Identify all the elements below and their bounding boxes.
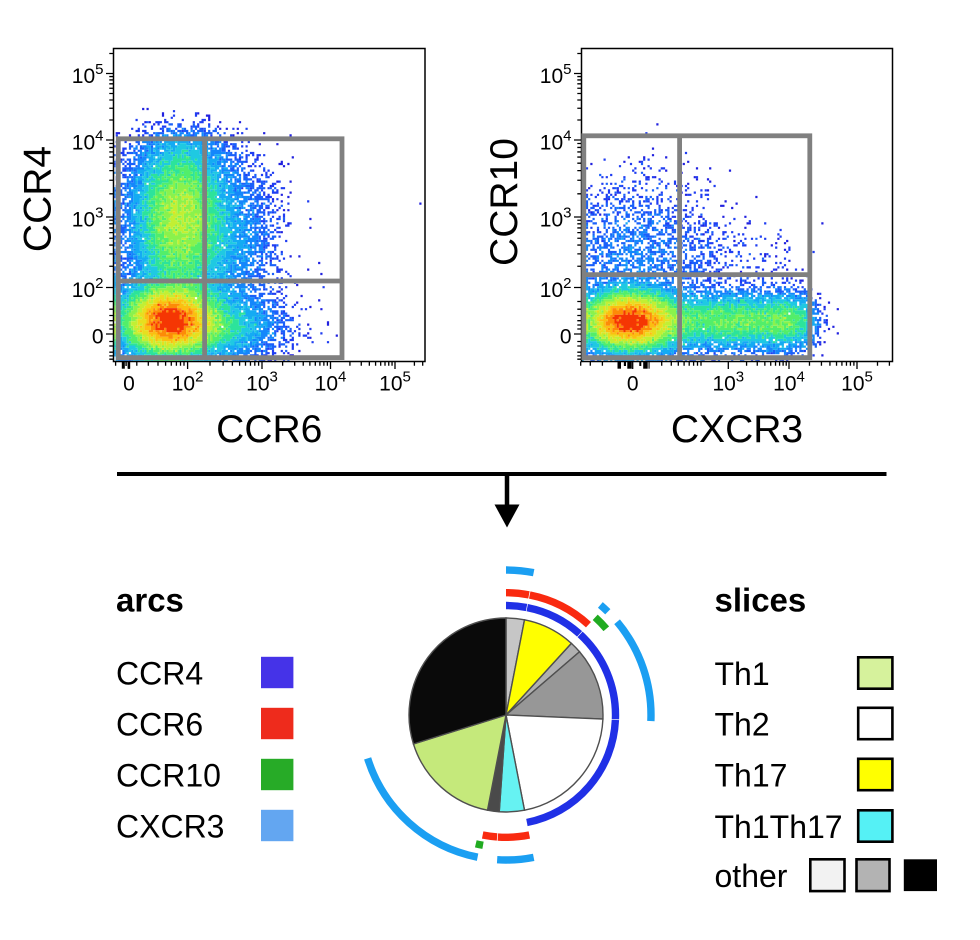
svg-text:CCR6: CCR6 bbox=[116, 707, 203, 743]
svg-text:CCR4: CCR4 bbox=[116, 656, 203, 692]
svg-text:102: 102 bbox=[72, 275, 104, 302]
svg-text:0: 0 bbox=[92, 326, 104, 349]
svg-text:Th1: Th1 bbox=[715, 656, 770, 692]
svg-text:arcs: arcs bbox=[116, 582, 184, 619]
svg-text:103: 103 bbox=[72, 205, 104, 232]
svg-text:0: 0 bbox=[627, 373, 639, 396]
svg-text:slices: slices bbox=[715, 582, 807, 619]
svg-text:103: 103 bbox=[540, 205, 572, 232]
svg-text:104: 104 bbox=[540, 128, 572, 155]
svg-text:102: 102 bbox=[540, 275, 572, 302]
svg-text:other: other bbox=[715, 858, 788, 894]
svg-text:103: 103 bbox=[712, 369, 744, 396]
svg-text:Th1Th17: Th1Th17 bbox=[715, 809, 843, 845]
svg-text:0: 0 bbox=[123, 373, 135, 396]
svg-text:Th2: Th2 bbox=[715, 707, 770, 743]
svg-text:104: 104 bbox=[315, 369, 347, 396]
svg-text:103: 103 bbox=[246, 369, 278, 396]
svg-text:0: 0 bbox=[560, 326, 572, 349]
svg-text:CXCR3: CXCR3 bbox=[671, 408, 803, 451]
svg-text:CCR4: CCR4 bbox=[17, 146, 60, 252]
svg-text:104: 104 bbox=[72, 128, 104, 155]
svg-text:105: 105 bbox=[841, 369, 873, 396]
svg-text:CXCR3: CXCR3 bbox=[116, 809, 224, 845]
svg-text:Th17: Th17 bbox=[715, 758, 788, 794]
svg-text:105: 105 bbox=[379, 369, 411, 396]
svg-text:105: 105 bbox=[540, 61, 572, 88]
svg-text:104: 104 bbox=[773, 369, 805, 396]
svg-text:CCR10: CCR10 bbox=[116, 758, 221, 794]
svg-text:CCR6: CCR6 bbox=[216, 408, 322, 451]
svg-text:105: 105 bbox=[72, 61, 104, 88]
svg-text:CCR10: CCR10 bbox=[483, 138, 526, 266]
svg-text:102: 102 bbox=[172, 369, 204, 396]
